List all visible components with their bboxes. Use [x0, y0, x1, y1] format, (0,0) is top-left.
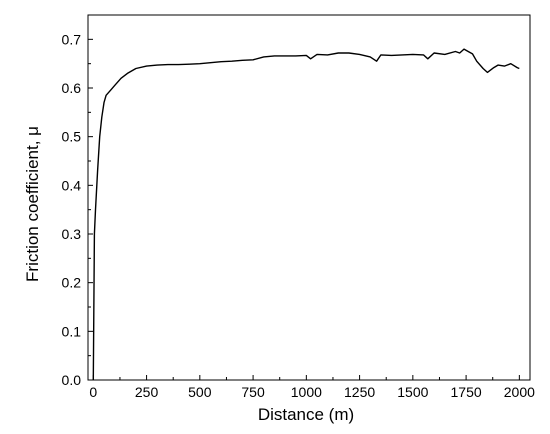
x-tick-label: 750	[241, 384, 265, 400]
y-tick-label: 0.0	[62, 372, 82, 388]
x-tick-label: 1500	[397, 384, 428, 400]
y-tick-label: 0.7	[62, 31, 82, 47]
plot-frame	[87, 14, 531, 381]
x-tick-label: 250	[135, 384, 159, 400]
y-tick-label: 0.4	[62, 177, 82, 193]
y-tick-label: 0.6	[62, 80, 82, 96]
x-tick-label: 500	[188, 384, 212, 400]
y-tick-label: 0.2	[62, 275, 82, 291]
x-tick-label: 1000	[291, 384, 322, 400]
y-tick-label: 0.5	[62, 129, 82, 145]
x-tick-label: 1750	[451, 384, 482, 400]
y-axis-title: Friction coefficient, μ	[23, 126, 42, 282]
y-axis-ticks: 0.0 0.1 0.2 0.3 0.4 0.5 0.6 0.7	[62, 14, 93, 388]
plot-area	[87, 14, 531, 381]
x-axis-title: Distance (m)	[258, 405, 354, 424]
x-tick-label: 1250	[344, 384, 375, 400]
series-layer	[92, 48, 520, 381]
y-tick-label: 0.3	[62, 226, 82, 242]
series-line	[92, 48, 520, 381]
x-tick-label: 2000	[504, 384, 535, 400]
x-axis-ticks: 0 250 500 750 1000 1250 1500 1750 2000	[89, 375, 535, 400]
y-tick-label: 0.1	[62, 323, 82, 339]
x-tick-label: 0	[89, 384, 97, 400]
